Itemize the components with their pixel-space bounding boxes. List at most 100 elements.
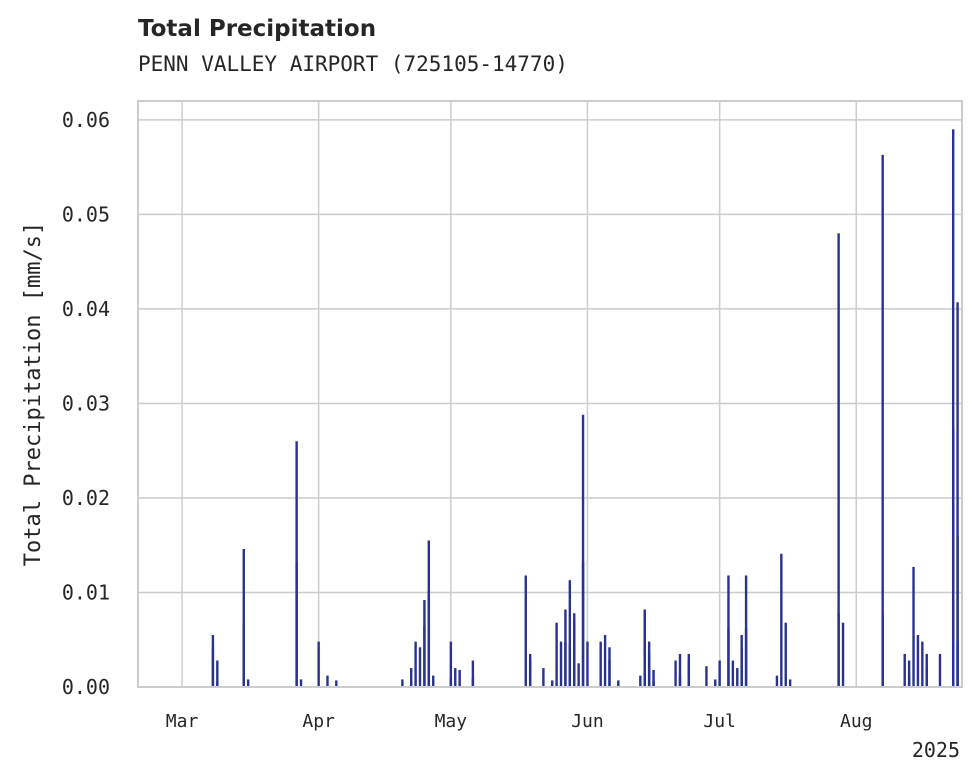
precipitation-bar bbox=[881, 613, 884, 687]
precipitation-bar bbox=[903, 653, 906, 687]
precipitation-bar bbox=[542, 668, 545, 687]
precipitation-bar bbox=[246, 679, 250, 687]
precipitation-bar bbox=[639, 675, 642, 687]
precipitation-bar bbox=[907, 675, 911, 687]
precipitation-bar bbox=[837, 613, 840, 687]
precipitation-bar bbox=[784, 622, 787, 687]
precipitation-bar bbox=[427, 590, 431, 687]
precipitation-bar bbox=[841, 622, 845, 687]
y-tick-label: 0.01 bbox=[62, 580, 110, 604]
precipitation-bar bbox=[551, 680, 554, 687]
precipitation-bar bbox=[299, 679, 303, 687]
precipitation-bar bbox=[471, 677, 475, 687]
precipitation-bar bbox=[647, 653, 651, 687]
precipitation-bar bbox=[326, 675, 329, 687]
x-offset-label: 2025 bbox=[912, 738, 960, 762]
precipitation-bar bbox=[458, 669, 461, 687]
y-tick-label: 0.05 bbox=[62, 202, 110, 226]
precipitation-bar bbox=[454, 668, 457, 687]
precipitation-bar bbox=[956, 641, 959, 687]
x-tick-label: Jun bbox=[571, 711, 604, 732]
x-tick-label: Mar bbox=[166, 711, 199, 732]
precipitation-bar bbox=[216, 682, 219, 687]
precipitation-bar bbox=[295, 562, 298, 687]
x-tick-label: Apr bbox=[302, 711, 335, 732]
precipitation-bar bbox=[524, 575, 527, 687]
y-tick-labels: 0.00 0.01 0.02 0.03 0.04 0.05 0.06 bbox=[62, 108, 110, 699]
precipitation-bar bbox=[568, 580, 572, 687]
precipitation-bar bbox=[335, 680, 338, 687]
precipitation-bar bbox=[211, 635, 215, 687]
precipitation-bar bbox=[740, 635, 743, 687]
y-tick-label: 0.03 bbox=[62, 391, 110, 415]
plot-frame bbox=[137, 100, 963, 688]
precipitation-bar bbox=[674, 660, 677, 687]
y-axis-label: Total Precipitation [mm/s] bbox=[21, 222, 46, 566]
precipitation-bar bbox=[555, 622, 558, 687]
precipitation-bar bbox=[581, 562, 585, 687]
precipitation-bar bbox=[471, 660, 475, 687]
precipitation-bar bbox=[678, 653, 682, 687]
precipitation-bar bbox=[559, 641, 563, 687]
precipitation-bar bbox=[925, 666, 928, 687]
precipitation-bar bbox=[573, 622, 576, 687]
precipitation-bar bbox=[608, 660, 611, 687]
precipitation-bar bbox=[423, 625, 426, 687]
x-tick-label: Aug bbox=[840, 711, 873, 732]
precipitation-bar bbox=[780, 553, 783, 687]
y-tick-label: 0.02 bbox=[62, 486, 110, 510]
precipitation-bar bbox=[643, 613, 646, 687]
precipitation-bar bbox=[414, 641, 417, 687]
precipitation-bar bbox=[603, 635, 607, 687]
precipitation-bar bbox=[617, 680, 620, 687]
precipitation-bar bbox=[881, 154, 884, 687]
precipitation-bar bbox=[938, 653, 942, 687]
precipitation-bar bbox=[409, 668, 413, 687]
precipitation-bar bbox=[449, 677, 453, 687]
precipitation-bar bbox=[577, 663, 580, 687]
precipitation-bar bbox=[714, 679, 717, 687]
precipitation-bar bbox=[401, 679, 404, 687]
precipitation-bar bbox=[907, 660, 911, 687]
precipitation-bar bbox=[951, 129, 955, 687]
precipitation-bar bbox=[718, 660, 721, 687]
y-tick-label: 0.06 bbox=[62, 108, 110, 132]
precipitation-bar bbox=[528, 660, 532, 687]
precipitation-bar bbox=[586, 641, 589, 687]
precipitation-bar bbox=[599, 641, 602, 687]
precipitation-bars bbox=[211, 129, 959, 688]
chart-title: Total Precipitation bbox=[138, 16, 377, 42]
x-tick-label: May bbox=[435, 711, 468, 732]
precipitation-bar bbox=[775, 675, 779, 687]
y-tick-label: 0.04 bbox=[62, 297, 110, 321]
precipitation-bar bbox=[216, 660, 219, 687]
precipitation-bar bbox=[736, 668, 739, 687]
grid-lines bbox=[138, 101, 962, 687]
precipitation-bar bbox=[418, 647, 422, 687]
precipitation-bar bbox=[652, 669, 655, 687]
x-tick-label: Jul bbox=[703, 711, 736, 732]
chart-subtitle: PENN VALLEY AIRPORT (725105-14770) bbox=[138, 52, 568, 76]
precipitation-bar bbox=[916, 635, 920, 687]
precipitation-bar bbox=[912, 566, 915, 687]
precipitation-bar bbox=[449, 641, 453, 687]
precipitation-bar bbox=[731, 660, 735, 687]
precipitation-bar bbox=[705, 666, 708, 687]
precipitation-bar bbox=[956, 302, 959, 687]
precipitation-bar bbox=[921, 641, 924, 687]
precipitation-bar bbox=[242, 549, 245, 687]
x-tick-labels: Mar Apr May Jun Jul Aug bbox=[166, 711, 873, 732]
precipitation-bar bbox=[727, 628, 730, 687]
precipitation-bar bbox=[788, 679, 792, 687]
precipitation-bar bbox=[744, 628, 748, 687]
y-tick-label: 0.00 bbox=[62, 675, 110, 699]
precipitation-bar bbox=[956, 535, 959, 687]
precipitation-bar bbox=[432, 675, 435, 687]
precipitation-bar bbox=[317, 641, 320, 687]
precipitation-bar bbox=[837, 233, 840, 688]
precipitation-bar bbox=[581, 414, 585, 687]
precipitation-bar bbox=[564, 641, 567, 687]
precipitation-bar bbox=[678, 675, 682, 687]
precipitation-bar bbox=[687, 660, 691, 687]
